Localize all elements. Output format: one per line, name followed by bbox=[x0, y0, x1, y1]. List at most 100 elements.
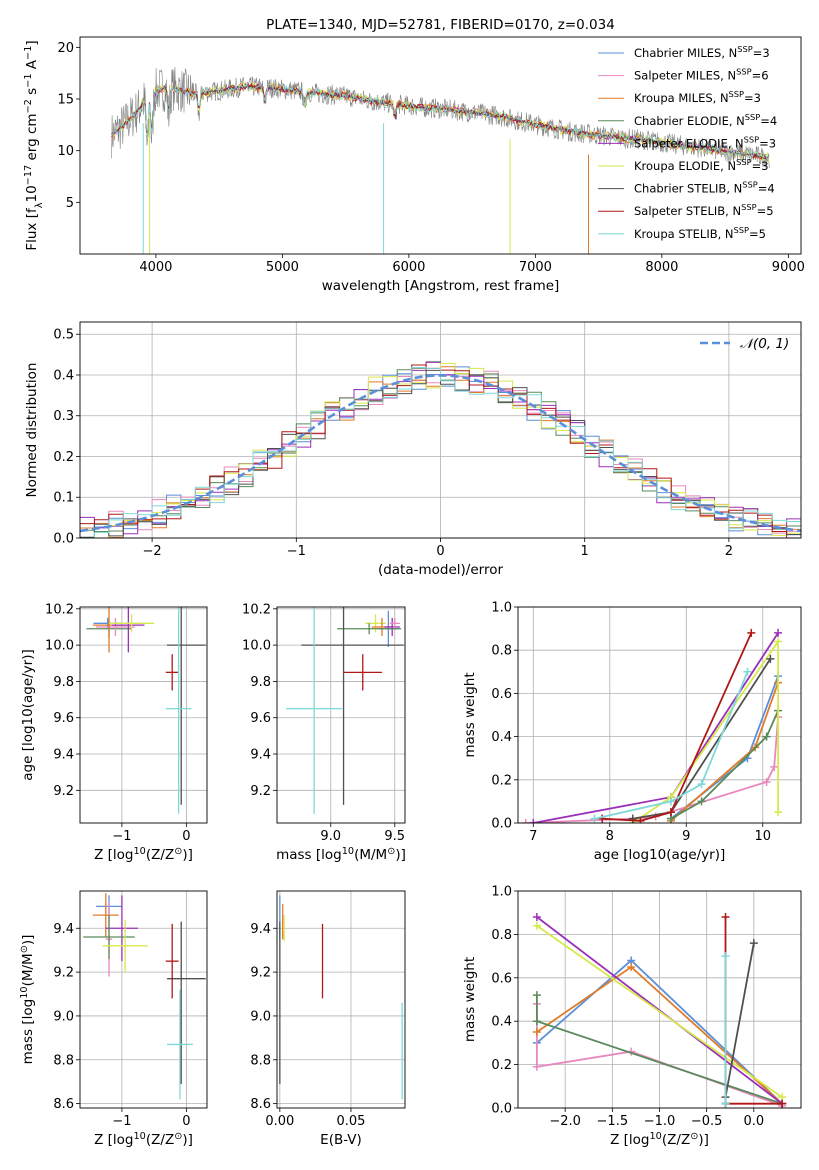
y-tick-label: 10.0 bbox=[45, 639, 74, 654]
y-tick-label: 0.0 bbox=[53, 532, 74, 547]
y-tick-label: 9.6 bbox=[53, 711, 74, 726]
y-tick-label: 10.2 bbox=[45, 602, 74, 617]
legend-entry: Kroupa MILES, NSSP=3 bbox=[634, 89, 761, 105]
y-tick-label: 0.2 bbox=[491, 773, 512, 788]
plus-marker bbox=[636, 816, 645, 823]
y-axis-label-part: s bbox=[24, 88, 40, 99]
legend-entry: 𝒩(0, 1) bbox=[740, 336, 789, 352]
legend-entry-part: SSP bbox=[734, 225, 749, 235]
y-tick-label: 0.6 bbox=[491, 971, 512, 986]
residuals-histogram-panel: −2 −1 0 1 2 0.0 0.1 0.2 0.3 0.4 0.5 (data-model)/er… bbox=[24, 321, 802, 578]
x-axis-label-part: mass [log bbox=[276, 847, 342, 863]
x-axis-label: Z [log10(Z/Z⊙)] bbox=[94, 1131, 193, 1149]
legend-entry-part: SSP bbox=[736, 67, 751, 77]
model-spectrum-line bbox=[111, 82, 770, 161]
y-tick-label: 0.0 bbox=[491, 1102, 512, 1117]
x-tick-label: 9000 bbox=[772, 260, 805, 275]
plus-marker bbox=[532, 1062, 541, 1071]
axes-border bbox=[79, 606, 208, 824]
y-axis-label-part: Flux [f bbox=[24, 207, 40, 251]
y-axis-label-part: 10 bbox=[24, 185, 40, 202]
plus-marker bbox=[532, 991, 541, 1000]
x-tick-label: 7 bbox=[529, 829, 537, 844]
x-tick-label: −0.5 bbox=[691, 1114, 723, 1129]
y-tick-label: 9.0 bbox=[53, 1009, 74, 1024]
legend-entry-part: Salpeter MILES, N bbox=[634, 69, 736, 83]
y-axis-label-part: A bbox=[24, 59, 40, 73]
grid-lines bbox=[277, 607, 405, 823]
legend-entry-part: =5 bbox=[749, 227, 766, 241]
y-tick-label: 9.8 bbox=[53, 675, 74, 690]
errorbar-point bbox=[105, 895, 139, 962]
plus-marker bbox=[721, 913, 730, 922]
plus-marker bbox=[598, 814, 607, 823]
x-tick-label: 0 bbox=[182, 829, 190, 844]
mass-vs-reddening-panel: 0.00 0.05 8.6 8.8 9.0 9.2 9.4 E(B-V) bbox=[250, 890, 406, 1148]
y-tick-label: 0.8 bbox=[491, 644, 512, 659]
plus-marker bbox=[532, 1017, 541, 1026]
x-axis-label-part: (Z/Z bbox=[146, 1132, 174, 1148]
y-tick-label: 10.0 bbox=[242, 639, 271, 654]
x-axis-label-part: 10 bbox=[342, 846, 354, 857]
legend-entry: Chabrier ELODIE, NSSP=4 bbox=[634, 112, 777, 128]
plus-marker bbox=[521, 819, 530, 823]
x-axis-label-part: (Z/Z bbox=[146, 847, 174, 863]
weight-line bbox=[536, 924, 783, 1098]
legend-entry: Salpeter STELIB, NSSP=5 bbox=[634, 202, 774, 218]
x-axis-label-part: )] bbox=[182, 847, 193, 863]
errorbar-point bbox=[337, 623, 402, 635]
errorbar-point bbox=[102, 919, 148, 973]
legend-entry-part: =3 bbox=[759, 136, 776, 150]
x-tick-label: 5000 bbox=[266, 260, 299, 275]
legend-entry-part: SSP bbox=[741, 202, 756, 212]
y-tick-label: 8.6 bbox=[250, 1097, 271, 1112]
legend-entry-part: Chabrier MILES, N bbox=[634, 46, 737, 60]
plot-area bbox=[80, 607, 207, 823]
normal-curve bbox=[80, 374, 801, 533]
legend-entry: Salpeter MILES, NSSP=6 bbox=[634, 67, 769, 83]
age-vs-mass-panel: 9.0 9.5 9.2 9.4 9.6 9.8 10.0 10.2 mass [log10(M/… bbox=[242, 602, 406, 863]
plus-marker bbox=[774, 808, 783, 817]
x-tick-label: 7000 bbox=[519, 260, 552, 275]
legend-entry: Chabrier MILES, NSSP=3 bbox=[634, 44, 770, 60]
x-tick-label: 8000 bbox=[645, 260, 678, 275]
axes-border bbox=[276, 890, 406, 1109]
plot-area bbox=[277, 891, 405, 1108]
weight-line bbox=[632, 638, 779, 823]
plus-marker bbox=[747, 628, 756, 637]
y-tick-label: 0.4 bbox=[53, 368, 74, 383]
y-axis-label-part: ] bbox=[24, 40, 40, 45]
x-axis-label-part: ⊙ bbox=[690, 1131, 698, 1142]
x-tick-label: 2 bbox=[725, 544, 733, 559]
plus-marker bbox=[697, 797, 706, 806]
x-tick-label: 8 bbox=[606, 829, 614, 844]
y-tick-label: 20 bbox=[57, 41, 74, 56]
weight-line bbox=[536, 916, 783, 1105]
y-axis-label-part: 10 bbox=[19, 986, 30, 998]
plus-marker bbox=[532, 1028, 541, 1037]
y-tick-label: 8.8 bbox=[250, 1053, 271, 1068]
errorbar-point bbox=[165, 923, 179, 999]
legend-entry-part: =6 bbox=[752, 69, 769, 83]
y-tick-label: 15 bbox=[57, 93, 74, 108]
x-tick-label: −2 bbox=[143, 544, 162, 559]
y-tick-label: 5 bbox=[66, 196, 74, 211]
y-tick-label: 0.6 bbox=[491, 687, 512, 702]
plus-marker bbox=[766, 654, 775, 663]
y-axis-label-part: λ bbox=[34, 202, 45, 208]
x-tick-label: −1.0 bbox=[644, 1114, 676, 1129]
plot-area bbox=[518, 607, 801, 823]
x-axis-label-part: )] bbox=[395, 847, 406, 863]
x-tick-label: 10 bbox=[754, 829, 771, 844]
legend-entry-part: =5 bbox=[757, 204, 774, 218]
legend-entry: Chabrier STELIB, NSSP=4 bbox=[634, 180, 775, 196]
plus-marker bbox=[666, 797, 675, 806]
data-layer bbox=[111, 66, 770, 254]
y-tick-label: 9.0 bbox=[250, 1009, 271, 1024]
y-tick-label: 1.0 bbox=[491, 601, 512, 616]
errorbar-point bbox=[92, 893, 119, 938]
x-tick-label: 1 bbox=[581, 544, 589, 559]
legend-entry-part: =4 bbox=[760, 114, 777, 128]
legend-entry-part: Salpeter STELIB, N bbox=[634, 204, 741, 218]
x-axis-label-part: 10 bbox=[650, 1131, 662, 1142]
